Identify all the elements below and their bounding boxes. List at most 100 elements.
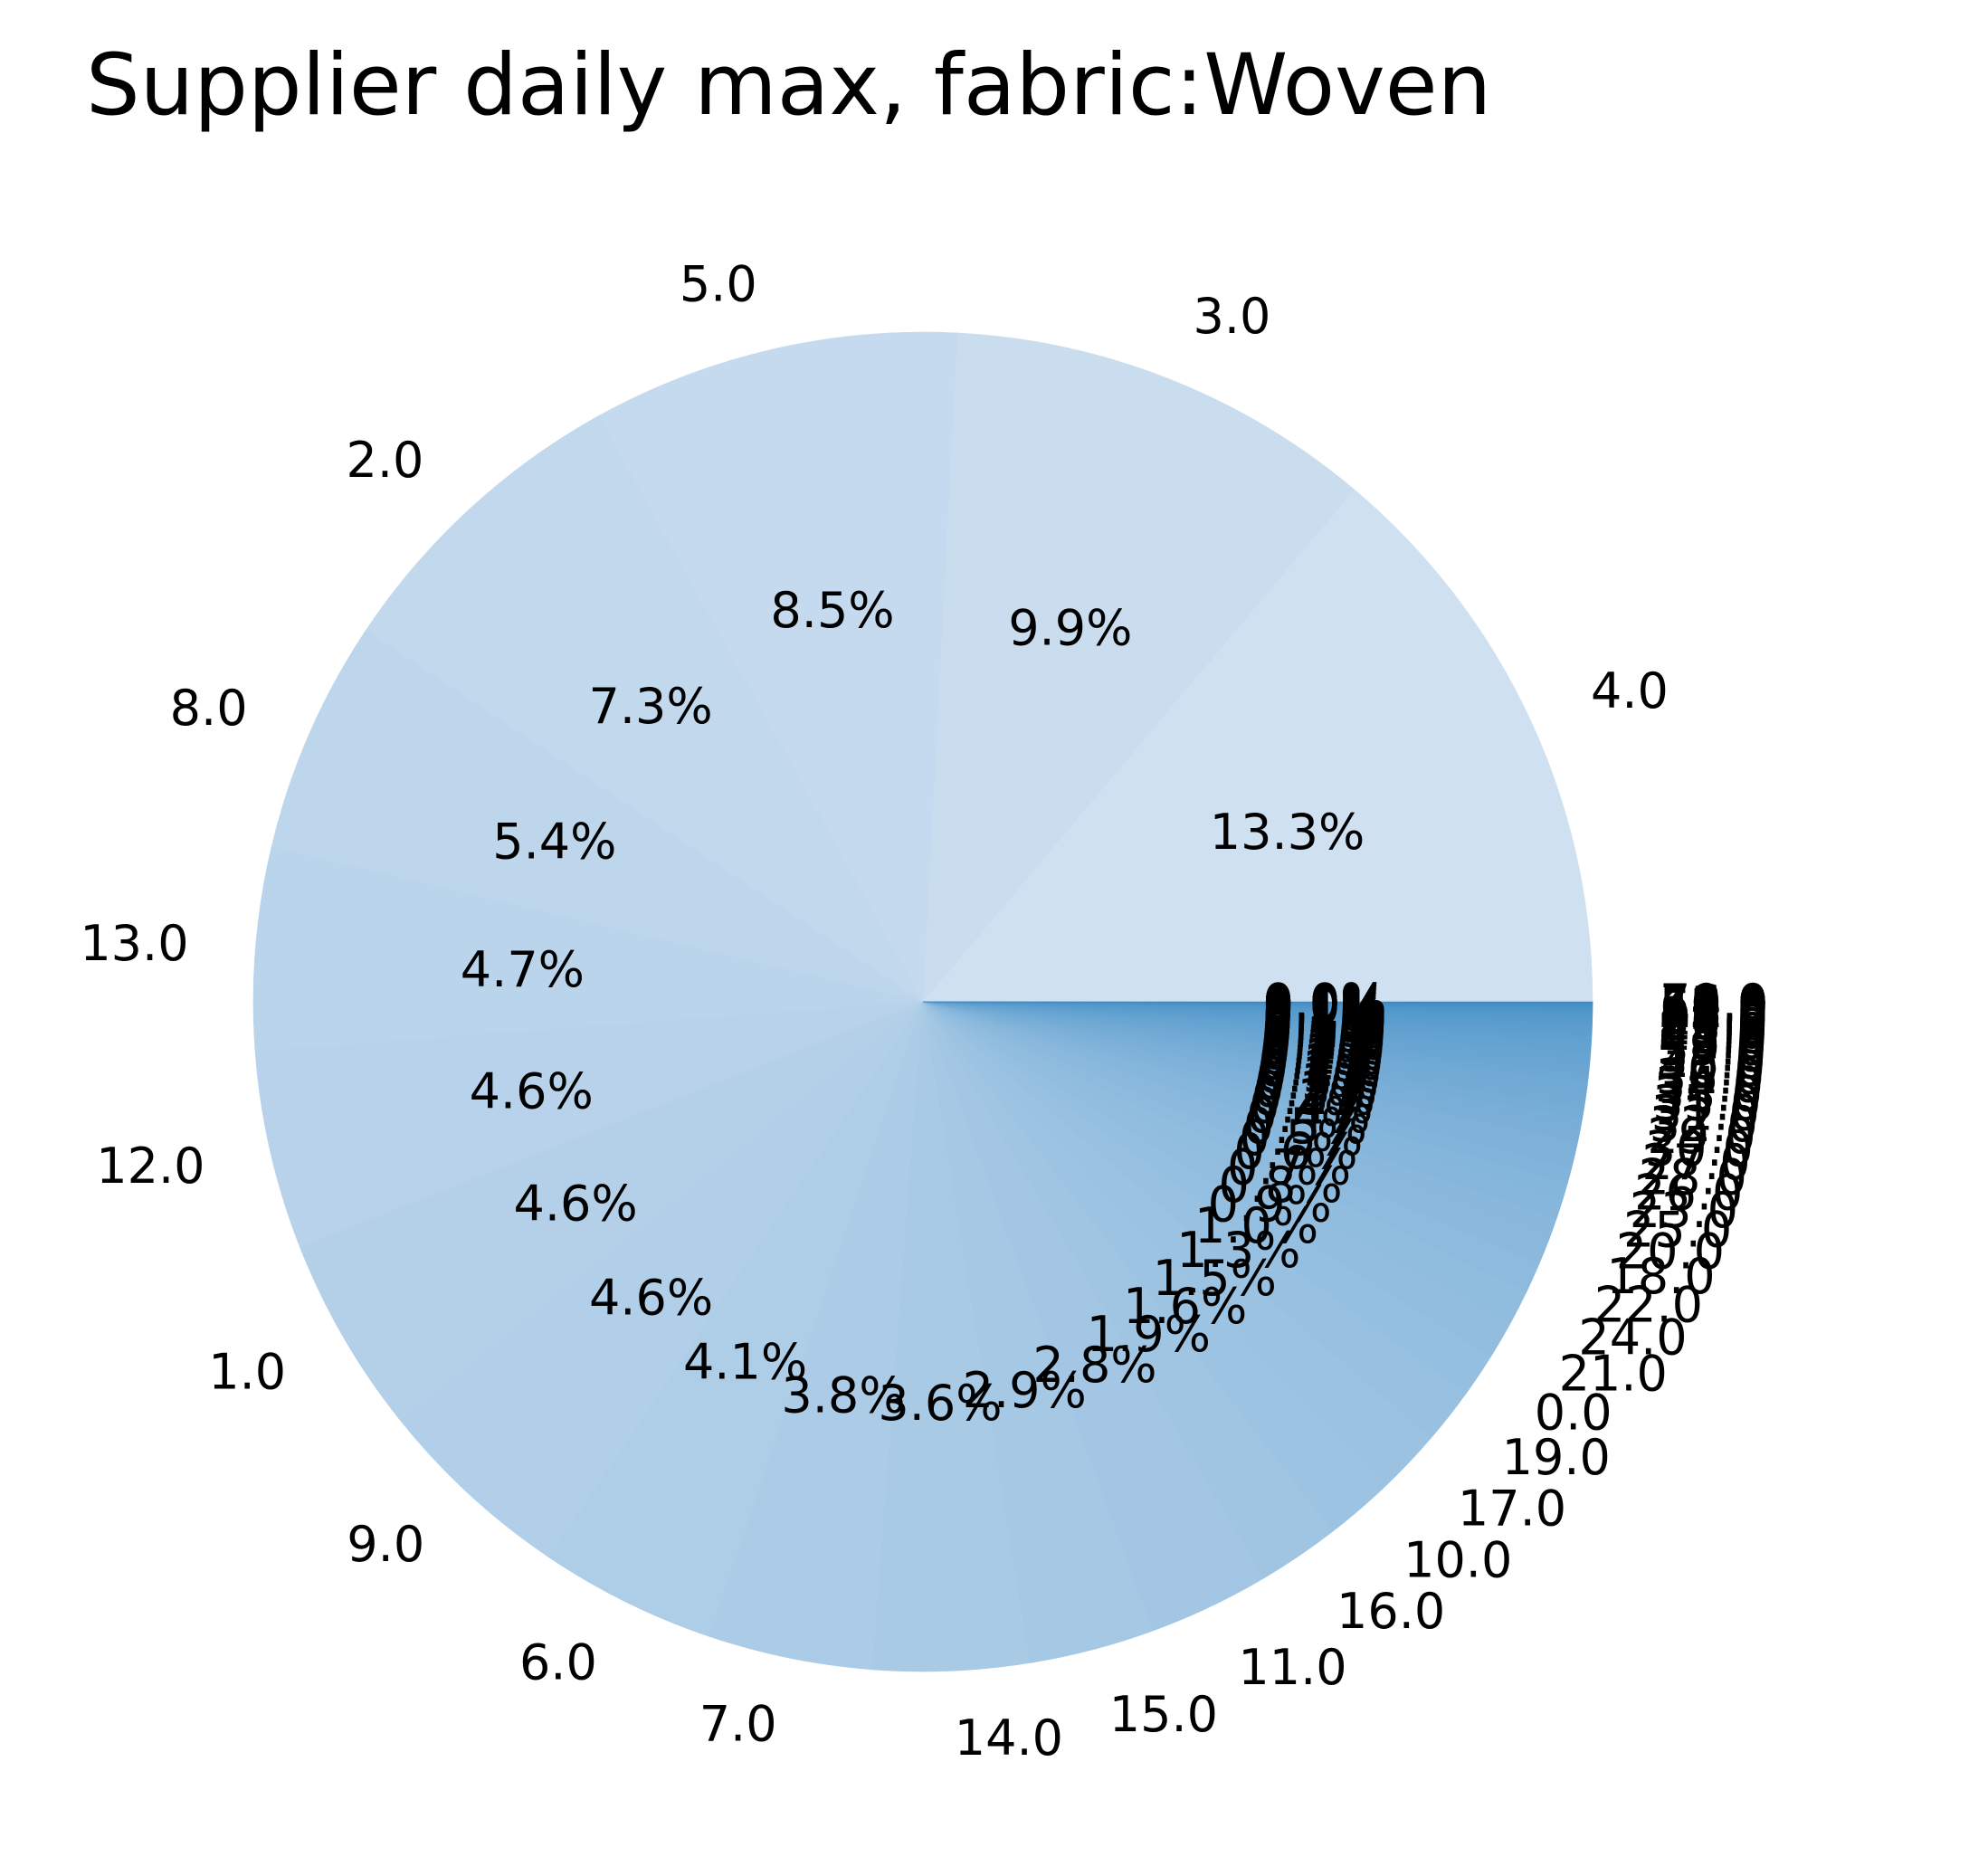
- slice-category-label: 38.0: [1657, 1033, 1765, 1090]
- slice-percentage-label: 3.6%: [878, 1375, 1002, 1432]
- slice-percentage-label: 0.0%: [1262, 974, 1386, 1031]
- slice-percentage-label: 0.8%: [1219, 1157, 1343, 1214]
- slice-percentage-label: 0.4%: [1246, 1087, 1370, 1144]
- slice-percentage-label: 0.3%: [1256, 1046, 1380, 1103]
- slice-category-label: 25.0: [1623, 1201, 1732, 1258]
- slice-category-label: 35.0: [1652, 1075, 1761, 1132]
- slice-percentage-label: 0.7%: [1227, 1138, 1351, 1195]
- slice-percentage-label: 0.1%: [1262, 983, 1386, 1040]
- percentage-labels: 13.3% 9.9% 8.5% 7.3% 5.4% 4.7% 4.6% 4.6% 4.6% 4.1…: [461, 582, 1387, 1432]
- slice-category-label: 39.0: [1658, 1019, 1766, 1076]
- slice-category-label: 41.0: [1659, 1003, 1767, 1060]
- slice-percentage-label: 0.2%: [1259, 1029, 1383, 1086]
- slice-category-label: 44.0: [1660, 990, 1768, 1047]
- slice-percentage-label: 0.0%: [1262, 974, 1386, 1031]
- slice-percentage-label: 0.3%: [1253, 1061, 1377, 1118]
- slice-category-label: 17.0: [1458, 1480, 1566, 1537]
- slice-category-label: 19.0: [1502, 1429, 1611, 1486]
- slice-percentage-label: 4.1%: [683, 1334, 807, 1391]
- slice-percentage-label: 0.0%: [1262, 978, 1386, 1035]
- slice-category-label: 12.0: [96, 1138, 205, 1195]
- slice-category-label: 9.0: [347, 1516, 424, 1573]
- slice-category-label: 0.0: [1535, 1384, 1612, 1441]
- slice-percentage-label: 4.7%: [461, 941, 585, 998]
- pie-slice: [548, 1001, 924, 1637]
- slice-category-label: 32.0: [1650, 1096, 1758, 1153]
- slice-percentage-label: 0.1%: [1262, 985, 1386, 1042]
- slice-percentage-label: 0.0%: [1262, 975, 1386, 1032]
- slice-category-label: 28.0: [1639, 1148, 1747, 1205]
- slice-percentage-label: 4.6%: [513, 1176, 637, 1233]
- slice-percentage-label: 0.3%: [1254, 1053, 1378, 1110]
- slice-category-label: 15.0: [1109, 1686, 1218, 1743]
- slice-category-label: 34.0: [1655, 1057, 1764, 1114]
- slice-category-label: 36.0: [1656, 1048, 1764, 1105]
- slice-percentage-label: 0.2%: [1260, 1019, 1384, 1076]
- slice-percentage-label: 4.6%: [470, 1063, 594, 1120]
- slice-percentage-label: 0.3%: [1251, 1069, 1375, 1126]
- pie-slice: [922, 332, 1355, 1003]
- slice-percentage-label: 0.1%: [1262, 981, 1386, 1038]
- slice-percentage-label: 0.5%: [1243, 1098, 1367, 1155]
- slice-percentage-label: 0.0%: [1262, 975, 1386, 1032]
- slice-category-label: 1.0: [208, 1343, 286, 1400]
- slice-percentage-label: 0.4%: [1249, 1078, 1373, 1135]
- chart-title: Supplier daily max, fabric:Woven: [86, 36, 1492, 135]
- slice-category-label: 8.0: [170, 680, 248, 737]
- slice-category-label: 48.0: [1660, 987, 1768, 1044]
- pie-slice: [922, 489, 1593, 1003]
- slice-percentage-label: 0.5%: [1239, 1109, 1363, 1167]
- slice-category-label: 13.0: [80, 915, 188, 972]
- slice-category-label: 49.0: [1660, 981, 1768, 1038]
- slice-category-label: 51.0: [1660, 976, 1768, 1033]
- slice-category-label: 23.0: [1630, 1182, 1738, 1239]
- slice-percentage-label: 0.0%: [1262, 976, 1386, 1033]
- slice-category-label: 54.0: [1660, 975, 1768, 1032]
- slice-percentage-label: 2.8%: [1032, 1337, 1156, 1394]
- slice-percentage-label: 1.3%: [1176, 1222, 1300, 1279]
- slice-category-label: 37.0: [1658, 1026, 1766, 1083]
- pie-slice: [300, 1001, 924, 1422]
- slice-percentage-label: 0.0%: [1262, 975, 1386, 1032]
- slice-category-label: 10.0: [1403, 1531, 1512, 1588]
- slice-category-label: 53.0: [1660, 976, 1768, 1033]
- slice-category-label: 33.0: [1654, 1065, 1763, 1122]
- slice-percentage-label: 13.3%: [1210, 804, 1365, 861]
- slice-category-label: 30.0: [1645, 1120, 1754, 1177]
- pie-slice: [252, 846, 924, 1052]
- slice-percentage-label: 0.1%: [1262, 998, 1386, 1055]
- slice-category-label: 14.0: [955, 1709, 1063, 1766]
- slice-percentage-label: 0.0%: [1262, 976, 1386, 1033]
- slice-category-label: 26.0: [1634, 1165, 1743, 1222]
- slice-category-label: 42.0: [1659, 1014, 1767, 1071]
- slice-percentage-label: 0.2%: [1260, 1024, 1384, 1081]
- slice-percentage-label: 0.2%: [1258, 1034, 1382, 1091]
- slice-category-label: 21.0: [1559, 1345, 1668, 1402]
- slice-category-label: 24.0: [1578, 1309, 1687, 1367]
- pie-slice: [254, 1001, 924, 1248]
- slice-percentage-label: 1.0%: [1194, 1197, 1318, 1254]
- slice-percentage-label: 0.6%: [1233, 1123, 1357, 1180]
- slice-percentage-label: 0.0%: [1262, 976, 1386, 1033]
- slice-percentage-label: 0.2%: [1261, 1010, 1385, 1067]
- slice-category-label: 45.0: [1659, 1008, 1767, 1065]
- pie-slices: [252, 331, 1593, 1672]
- slice-percentage-label: 0.0%: [1262, 977, 1386, 1034]
- slice-category-label: 55.0: [1660, 979, 1768, 1036]
- pie-slice: [598, 331, 958, 1004]
- slice-category-label: 27.0: [1641, 1134, 1750, 1191]
- slice-percentage-label: 7.3%: [589, 678, 713, 735]
- slice-percentage-label: 0.2%: [1260, 1014, 1384, 1071]
- slice-category-label: 2.0: [347, 432, 424, 489]
- slice-percentage-label: 0.1%: [1262, 986, 1386, 1043]
- slice-percentage-label: 1.9%: [1087, 1306, 1211, 1363]
- slice-percentage-label: 0.1%: [1261, 1002, 1385, 1059]
- slice-percentage-label: 1.5%: [1153, 1250, 1277, 1307]
- slice-percentage-label: 2.9%: [963, 1362, 1087, 1419]
- slice-category-label: 60.0: [1660, 978, 1768, 1035]
- slice-percentage-label: 0.2%: [1257, 1040, 1381, 1097]
- slice-percentage-label: 4.6%: [589, 1269, 713, 1326]
- slice-category-label: 18.0: [1606, 1248, 1715, 1305]
